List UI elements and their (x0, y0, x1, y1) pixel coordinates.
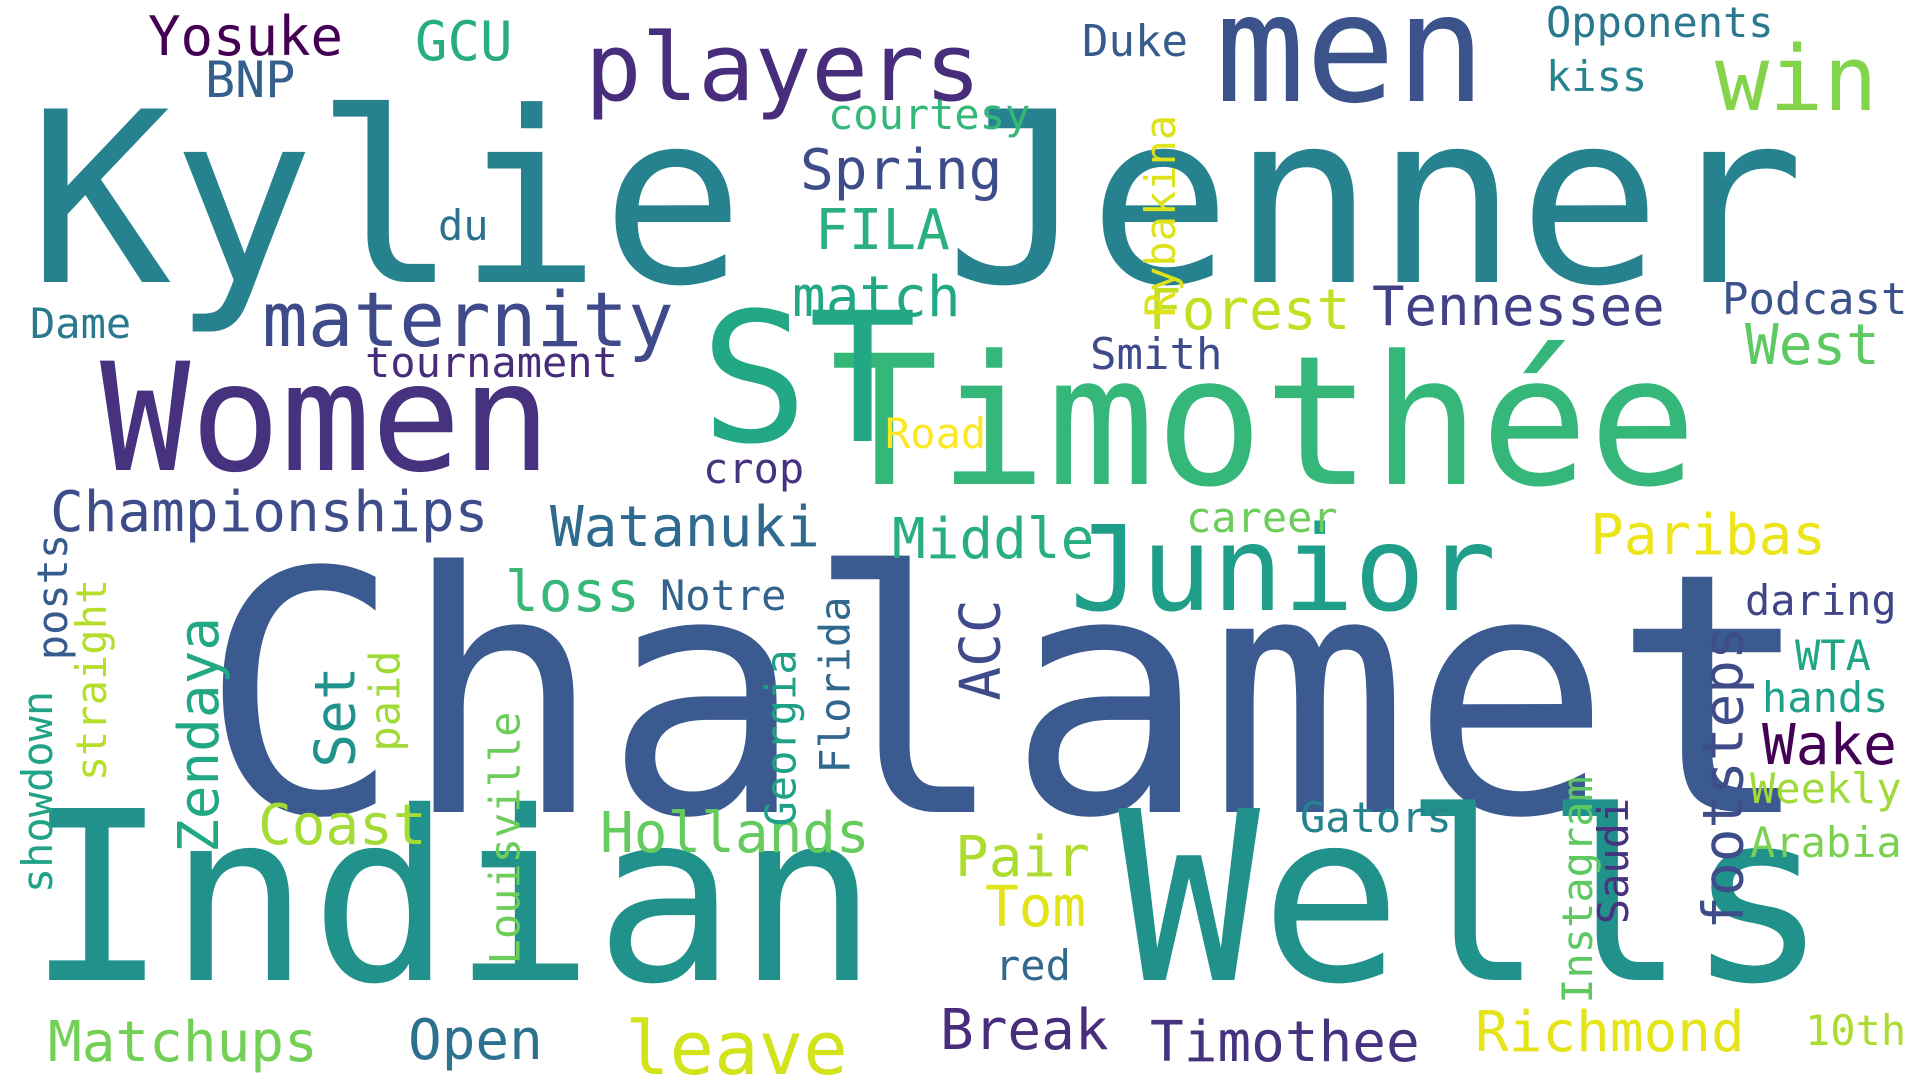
word-forest: Forest (1148, 278, 1351, 343)
word-gators: Gators (1300, 793, 1452, 842)
word-players: players (585, 14, 982, 123)
word-win: win (1715, 27, 1878, 132)
word-tom: Tom (985, 875, 1087, 940)
word-timothee: Timothee (1150, 1010, 1420, 1075)
word-straight: straight (67, 578, 117, 782)
word-arabia: Arabia (1750, 818, 1902, 867)
word-coast: Coast (258, 793, 427, 858)
word-duke: Duke (1082, 16, 1188, 67)
word-courtesy: courtesy (828, 90, 1031, 139)
word-jenner: Jenner (945, 62, 1805, 339)
word-rybakina: Rybakina (1136, 114, 1186, 318)
word-louisville: Louisville (480, 711, 530, 965)
word-chalamet: Chalamet (200, 502, 1814, 892)
word-10th: 10th (1805, 1006, 1907, 1055)
word-florida: Florida (810, 596, 860, 774)
word-indian: Indian (26, 761, 879, 1036)
word-gcu: GCU (415, 10, 513, 73)
word-kylie: Kylie (28, 62, 745, 339)
word-loss: loss (505, 560, 640, 625)
word-leave: leave (625, 1006, 848, 1080)
word-middle: Middle (892, 507, 1095, 572)
word-footsteps: footsteps (1691, 626, 1757, 930)
word-maternity: maternity (262, 275, 674, 364)
word-daring: daring (1745, 576, 1897, 625)
word-smith: Smith (1090, 329, 1223, 380)
word-saudi: Saudi (1589, 797, 1639, 925)
word-watanuki: Watanuki (550, 495, 820, 560)
word-wake: Wake (1762, 713, 1897, 778)
word-hollands: Hollands (600, 801, 870, 866)
word-west: West (1745, 313, 1880, 378)
word-paid: paid (360, 650, 410, 752)
word-pair: Pair (955, 825, 1090, 890)
word-set: Set (303, 666, 369, 768)
word-kiss: kiss (1546, 52, 1648, 101)
word-du: du (438, 201, 489, 250)
word-spring: Spring (800, 138, 1003, 203)
word-men: men (1215, 0, 1486, 137)
word-tournament: tournament (365, 338, 618, 387)
word-timothee-large: Timothée (830, 318, 1697, 527)
word-road: Road (885, 409, 987, 458)
word-junior: Junior (1070, 500, 1497, 638)
word-matchups: Matchups (48, 1010, 318, 1075)
word-georgia: Georgia (756, 649, 806, 827)
word-showdown: showdown (13, 690, 63, 894)
word-notre: Notre (660, 571, 787, 620)
word-acc: ACC (948, 599, 1014, 701)
word-championships: Championships (50, 480, 489, 545)
word-career: career (1186, 493, 1338, 542)
word-open: Open (408, 1008, 543, 1073)
word-zendaya: Zendaya (167, 616, 233, 854)
word-paribas: Paribas (1590, 503, 1827, 568)
word-richmond: Richmond (1475, 1000, 1745, 1065)
word-wells: Wells (1118, 761, 1829, 1036)
word-women: Women (100, 332, 552, 506)
word-opponents: Opponents (1546, 0, 1774, 47)
word-tennessee: Tennessee (1372, 275, 1665, 338)
word-posts: posts (28, 533, 78, 661)
word-podcast: Podcast (1722, 274, 1908, 325)
word-match: match (792, 265, 961, 330)
word-break: Break (940, 998, 1109, 1063)
word-fila: FILA (815, 198, 950, 263)
word-dame: Dame (30, 299, 132, 348)
word-red: red (995, 941, 1071, 990)
word-st: ST (700, 275, 917, 484)
word-weekly: Weekly (1750, 764, 1902, 813)
word-hands: hands (1762, 673, 1889, 722)
word-bnp: BNP (205, 51, 296, 109)
word-crop: crop (703, 444, 805, 493)
word-wta: WTA (1795, 631, 1871, 680)
word-yosuke: Yosuke (148, 5, 344, 68)
